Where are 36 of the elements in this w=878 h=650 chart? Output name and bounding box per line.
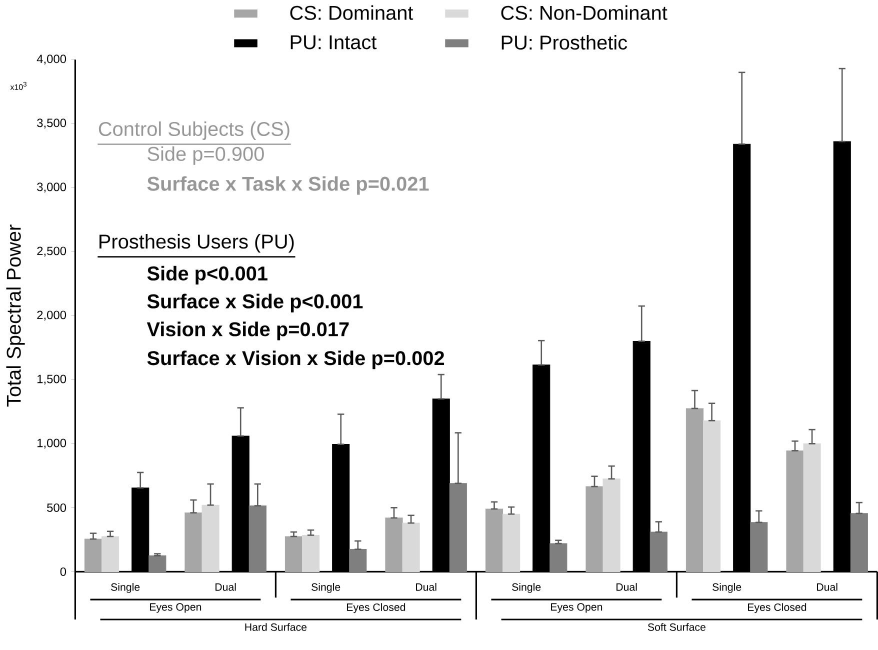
annotation: Prosthesis Users (PU): [100, 234, 294, 253]
x-tick-label: Dual: [416, 583, 436, 591]
legend-label: PU: Intact: [290, 36, 377, 50]
x-tick-label: Dual: [616, 583, 637, 591]
annotation: Surface x Side p<0.001: [147, 294, 363, 312]
y-tick-label: 500: [47, 504, 66, 512]
x-tick-label: Single: [312, 583, 340, 594]
text: Eyes Closed: [346, 603, 406, 614]
legend-label: CS: Dominant: [290, 5, 414, 20]
y-tick-label: 4,000: [36, 54, 66, 65]
text: Eyes Closed: [748, 603, 806, 614]
annotation: Vision x Side p=0.017: [146, 322, 349, 340]
x-tick-label: Dual: [216, 583, 236, 591]
annotation: Control Subjects (CS): [98, 122, 290, 140]
y-tick-label: 0: [60, 568, 66, 576]
y-tick-label: 2,000: [37, 310, 66, 321]
annotation: Surface x Vision x Side p=0.002: [147, 350, 444, 370]
text: Soft Surface: [648, 623, 706, 631]
annotation: Side p<0.001: [147, 266, 268, 285]
legend-label: CS: Non-Dominant: [501, 5, 668, 20]
y-tick-label: 1,000: [38, 438, 66, 449]
x-tick-label: Single: [512, 583, 541, 594]
y-tick-label: 3,000: [37, 182, 66, 193]
y-tick-label: 3,500: [37, 118, 66, 129]
y-axis-title: Total Spectral Power: [6, 224, 25, 407]
y-tick-label: 1,500: [38, 374, 66, 385]
x-tick-label: Dual: [817, 583, 838, 591]
x-tick-label: Single: [712, 583, 742, 594]
annotation: Side p=0.900: [148, 146, 264, 166]
x-tick-label: Single: [111, 583, 140, 594]
y-tick-label: 2,500: [37, 246, 66, 257]
text: Eyes Open: [551, 603, 602, 613]
text: Hard Surface: [245, 623, 307, 632]
text: Eyes Open: [150, 603, 202, 613]
legend-label: PU: Prosthetic: [502, 35, 628, 50]
annotation: Surface x Task x Side p=0.021: [147, 176, 429, 195]
